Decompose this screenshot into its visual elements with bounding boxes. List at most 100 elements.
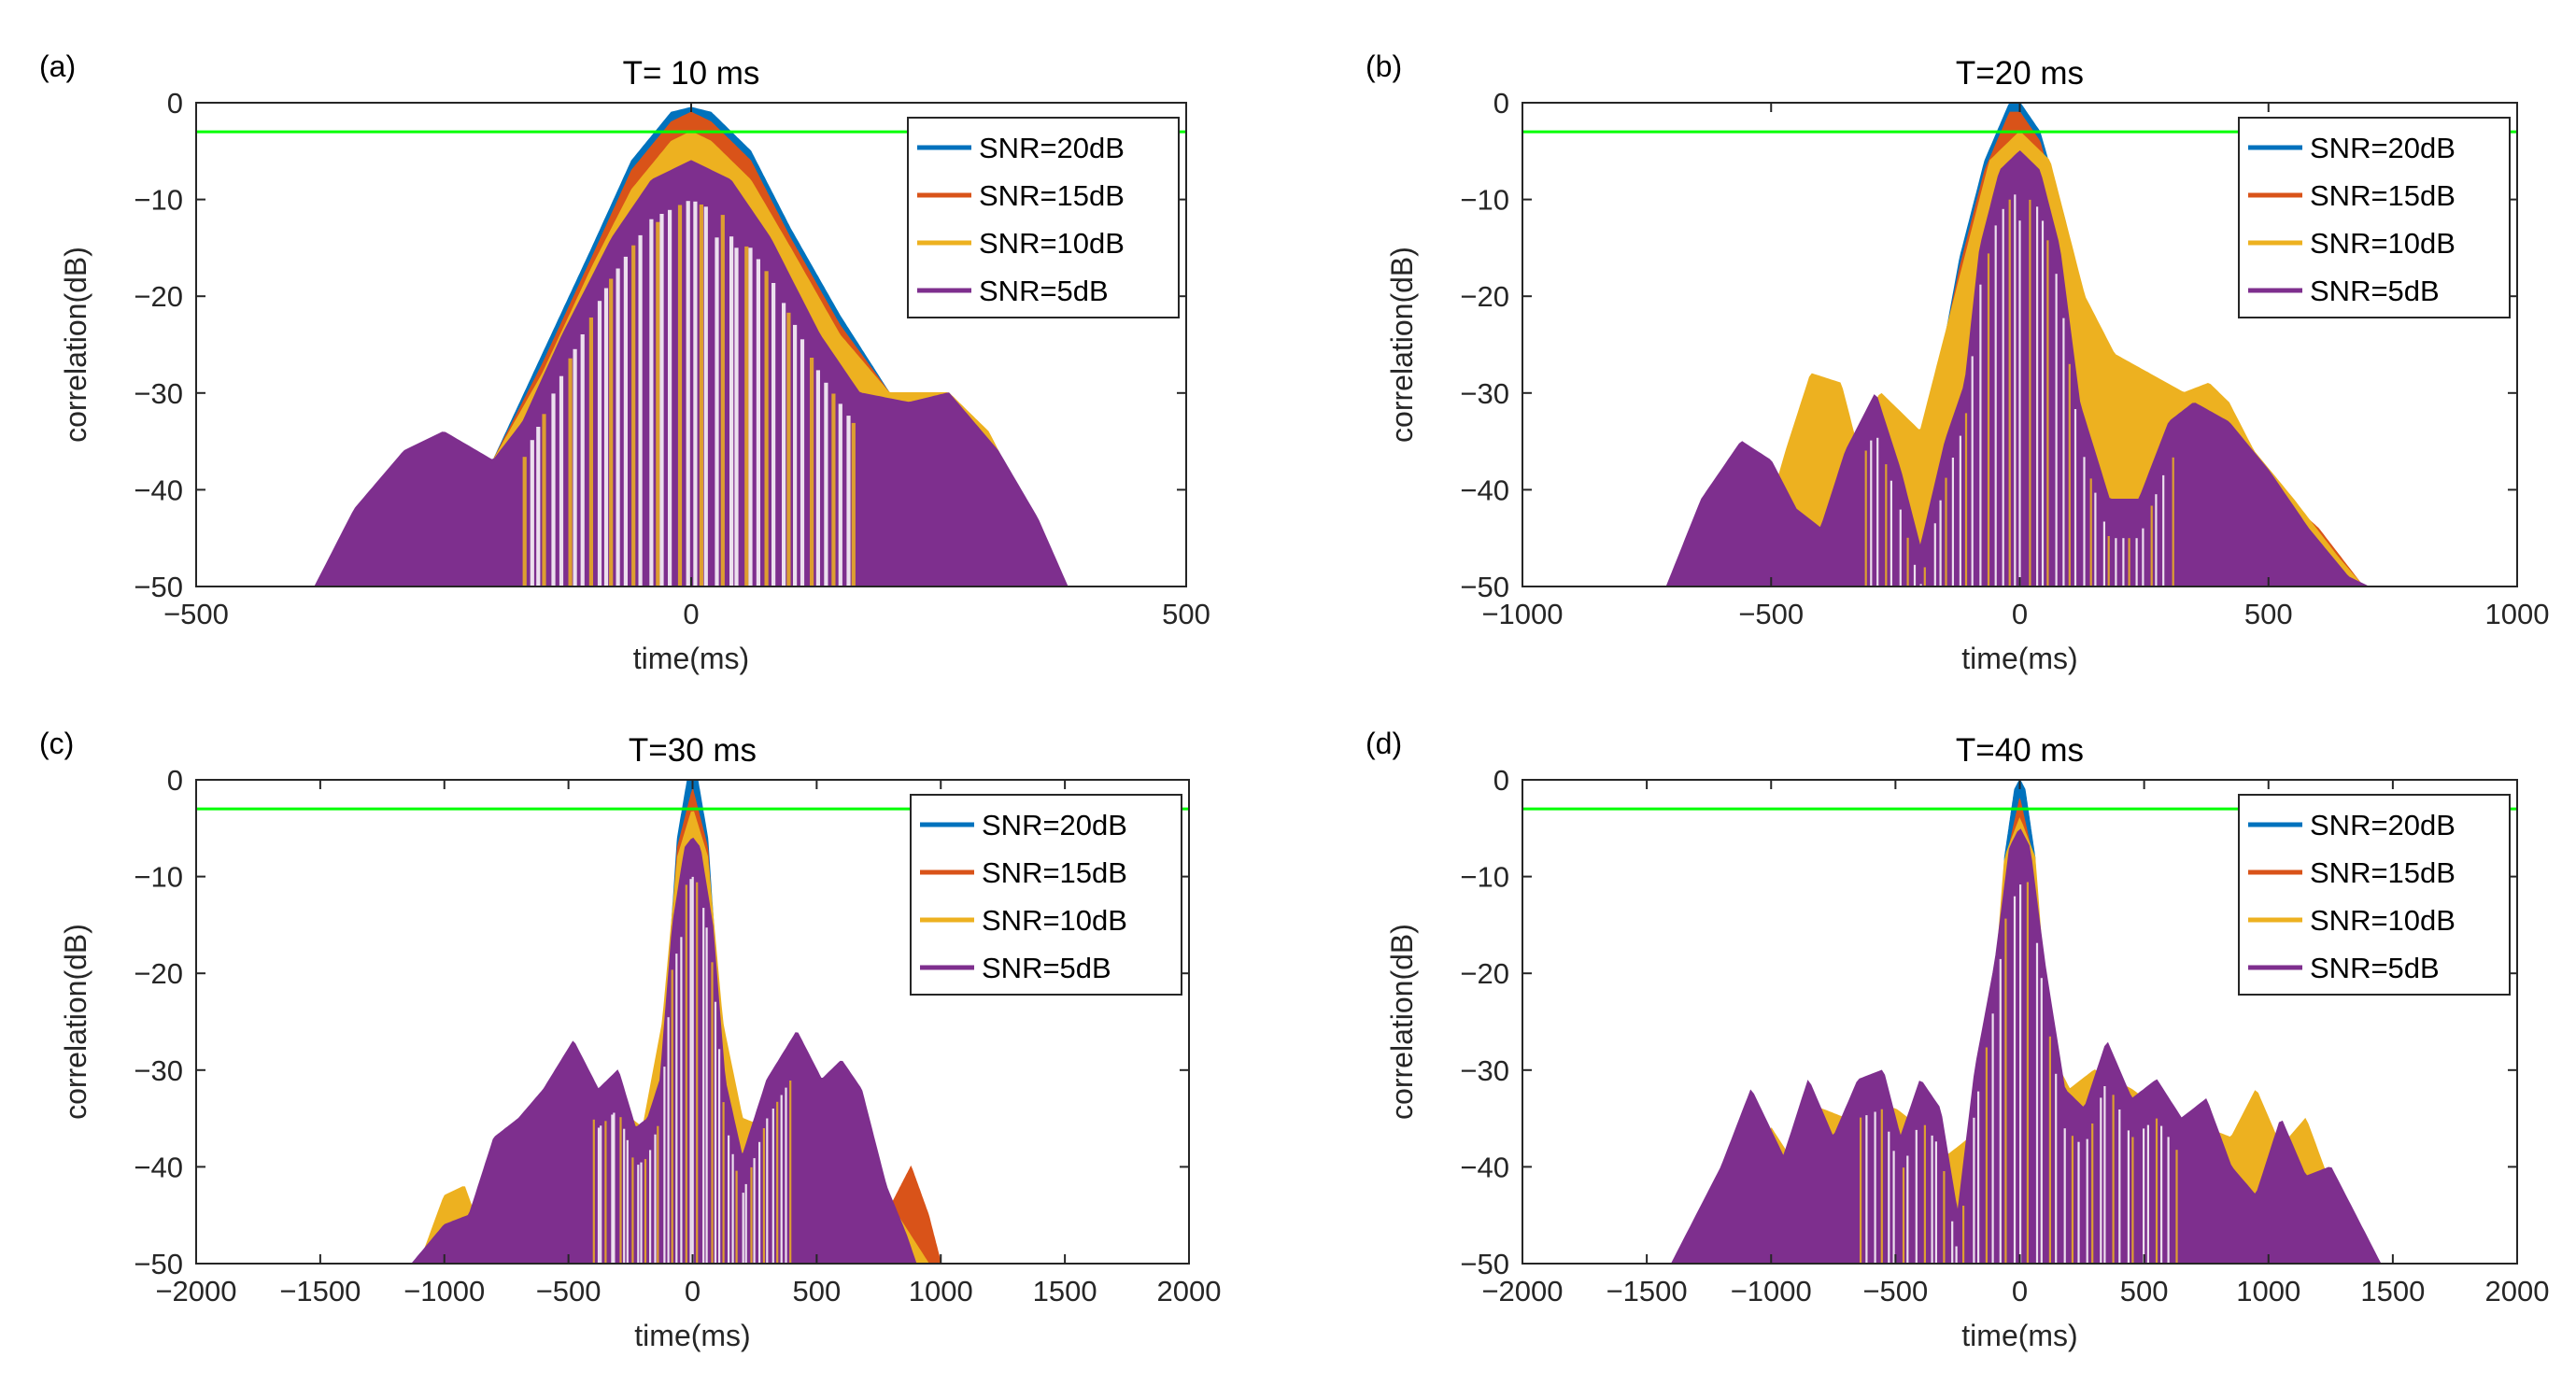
y-tick-label: −10 bbox=[134, 861, 183, 894]
legend-entry: SNR=20dB bbox=[979, 132, 1125, 164]
y-tick-label: −10 bbox=[1460, 861, 1509, 894]
panel-title: T= 10 ms bbox=[623, 55, 760, 92]
null-spike bbox=[793, 324, 798, 587]
y-tick-label: −10 bbox=[134, 184, 183, 217]
legend-entry: SNR=20dB bbox=[2310, 809, 2456, 841]
null-spike bbox=[2128, 538, 2130, 587]
null-spike bbox=[1902, 1167, 1905, 1264]
panel-title: T=20 ms bbox=[1956, 55, 2084, 92]
null-spike bbox=[1999, 958, 2002, 1264]
y-tick-label: −30 bbox=[1460, 1054, 1509, 1087]
null-spike bbox=[1899, 509, 1902, 587]
null-spike bbox=[696, 882, 699, 1264]
null-spike bbox=[1890, 480, 1892, 587]
null-spike bbox=[851, 422, 856, 587]
null-spike bbox=[2019, 884, 2022, 1264]
x-tick-label: −500 bbox=[536, 1275, 602, 1307]
null-spike bbox=[616, 268, 620, 587]
y-tick-label: −50 bbox=[134, 571, 183, 603]
null-spike bbox=[649, 219, 654, 587]
y-axis-label: correlation(dB) bbox=[59, 924, 92, 1120]
null-spike bbox=[2074, 409, 2077, 587]
null-spike bbox=[619, 1117, 622, 1264]
x-tick-label: −1000 bbox=[1481, 598, 1563, 630]
null-spike bbox=[626, 1139, 629, 1264]
legend-entry: SNR=15dB bbox=[982, 856, 1127, 889]
null-spike bbox=[2014, 194, 2017, 587]
y-axis-label: correlation(dB) bbox=[1385, 924, 1419, 1120]
null-spike bbox=[2146, 1124, 2149, 1264]
null-spike bbox=[1939, 500, 1942, 587]
null-spike bbox=[838, 403, 842, 587]
null-spike bbox=[1987, 253, 1990, 587]
legend-entry: SNR=10dB bbox=[2310, 227, 2456, 260]
null-spike bbox=[2089, 478, 2092, 587]
null-spike bbox=[2160, 1125, 2163, 1264]
y-tick-label: 0 bbox=[1493, 87, 1509, 120]
null-spike bbox=[573, 348, 577, 587]
panel-d: −2000 −1500 −1000 −500 0 500 1000 1500 2000 0 −10 −… bbox=[1366, 727, 2549, 1352]
null-spike bbox=[744, 1183, 747, 1264]
null-spike bbox=[667, 1017, 670, 1264]
legend-box bbox=[910, 794, 1182, 996]
null-spike bbox=[846, 416, 851, 587]
null-spike bbox=[1913, 564, 1917, 587]
y-tick-label: −50 bbox=[134, 1248, 183, 1280]
null-spike bbox=[2046, 240, 2049, 587]
null-spike bbox=[2175, 1150, 2178, 1264]
null-spike bbox=[1951, 1221, 1954, 1264]
null-spike bbox=[1865, 1115, 1868, 1264]
null-spike bbox=[1906, 537, 1909, 587]
null-spike bbox=[536, 427, 541, 587]
null-spike bbox=[2071, 1136, 2074, 1264]
x-tick-label: −2000 bbox=[155, 1275, 236, 1307]
null-spike bbox=[2036, 206, 2039, 587]
null-spike bbox=[685, 884, 687, 1264]
null-spike bbox=[815, 370, 820, 587]
null-spike bbox=[631, 1157, 634, 1264]
panel-title: T=30 ms bbox=[629, 732, 757, 769]
null-spike bbox=[776, 1101, 779, 1264]
null-spike bbox=[1864, 450, 1867, 587]
y-tick-label: −20 bbox=[134, 280, 183, 313]
null-spike bbox=[1934, 1141, 1937, 1264]
null-spike bbox=[1959, 435, 1961, 587]
null-spike bbox=[2018, 220, 2021, 587]
null-spike bbox=[1923, 567, 1926, 587]
null-spike bbox=[714, 1001, 717, 1264]
x-tick-label: 0 bbox=[2012, 598, 2028, 630]
null-spike bbox=[2035, 942, 2039, 1264]
x-axis-label: time(ms) bbox=[634, 1319, 750, 1352]
null-spike bbox=[744, 246, 749, 587]
null-spike bbox=[2013, 896, 2017, 1264]
null-spike bbox=[1951, 458, 1954, 587]
null-spike bbox=[2008, 199, 2011, 587]
legend-box bbox=[907, 117, 1180, 318]
null-spike bbox=[782, 303, 786, 587]
y-tick-label: −30 bbox=[134, 377, 183, 410]
legend-entry: SNR=10dB bbox=[2310, 904, 2456, 937]
null-spike bbox=[771, 283, 776, 587]
null-spike bbox=[2062, 318, 2065, 587]
legend-entry: SNR=15dB bbox=[2310, 856, 2456, 889]
legend-entry: SNR=15dB bbox=[2310, 179, 2456, 212]
null-spike bbox=[522, 457, 527, 587]
null-spike bbox=[2167, 1137, 2170, 1264]
plot-content bbox=[1522, 780, 2517, 1264]
null-spike bbox=[559, 375, 564, 587]
y-tick-label: −20 bbox=[1460, 280, 1509, 313]
legend: SNR=20dB SNR=15dB SNR=10dB SNR=5dB bbox=[2238, 794, 2511, 996]
null-spike bbox=[663, 1067, 666, 1264]
null-spike bbox=[588, 318, 593, 587]
null-spike bbox=[2107, 536, 2110, 587]
y-tick-label: 0 bbox=[167, 87, 183, 120]
x-tick-label: 1000 bbox=[909, 1275, 973, 1307]
null-spike bbox=[530, 440, 534, 587]
null-spike bbox=[1885, 464, 1888, 587]
null-spike bbox=[703, 206, 708, 587]
null-spike bbox=[1964, 413, 1968, 587]
null-spike bbox=[810, 358, 814, 587]
null-spike bbox=[786, 312, 791, 587]
null-spike bbox=[668, 209, 672, 587]
